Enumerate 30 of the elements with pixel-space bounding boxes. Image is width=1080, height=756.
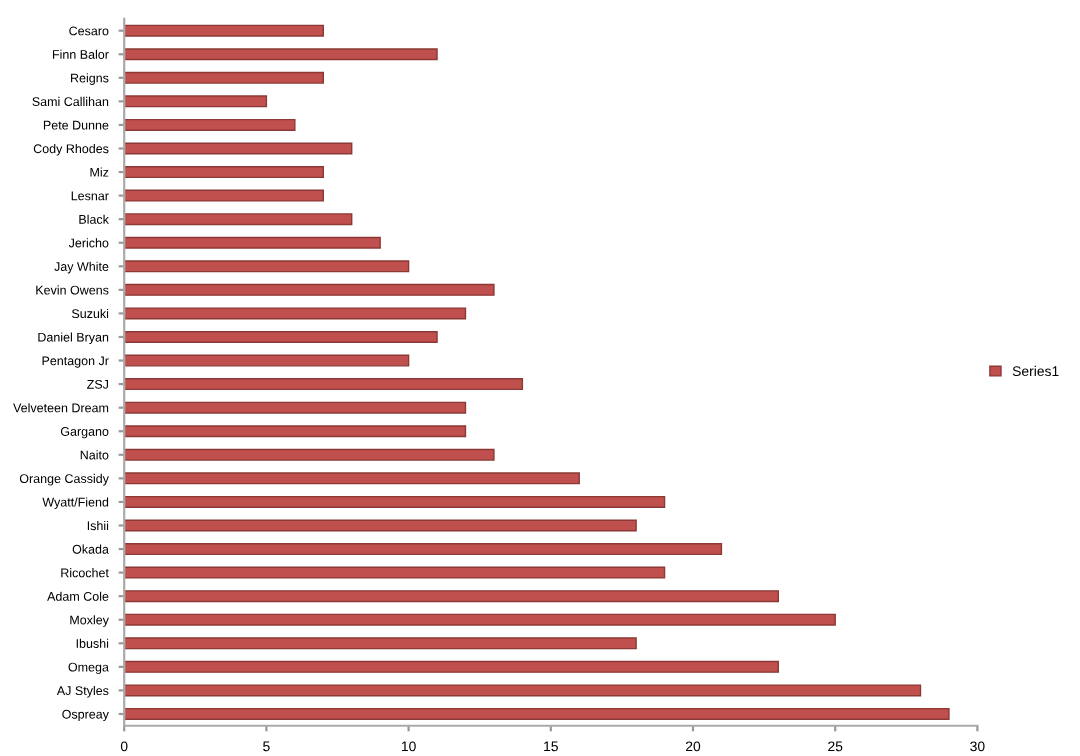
bar — [124, 684, 922, 697]
bar — [124, 495, 666, 508]
bar — [124, 543, 723, 556]
bar — [124, 142, 353, 155]
bar — [124, 330, 438, 343]
bar — [124, 260, 410, 273]
bar — [124, 401, 467, 414]
bar — [124, 48, 438, 61]
bar — [124, 448, 495, 461]
bar — [124, 660, 780, 673]
bar — [124, 637, 637, 650]
bar — [124, 378, 524, 391]
bar — [124, 590, 780, 603]
bar — [124, 283, 495, 296]
bar — [124, 189, 324, 202]
bar — [124, 95, 268, 108]
bar — [124, 425, 467, 438]
bar — [124, 707, 950, 720]
bar — [124, 236, 381, 249]
bar — [124, 566, 666, 579]
bar — [124, 71, 324, 84]
bar — [124, 213, 353, 226]
bar — [124, 519, 637, 532]
bar — [124, 118, 296, 131]
bar — [124, 472, 580, 485]
bar — [124, 354, 410, 367]
bar — [124, 307, 467, 320]
bar — [124, 613, 836, 626]
bar — [124, 24, 324, 37]
bar — [124, 166, 324, 179]
